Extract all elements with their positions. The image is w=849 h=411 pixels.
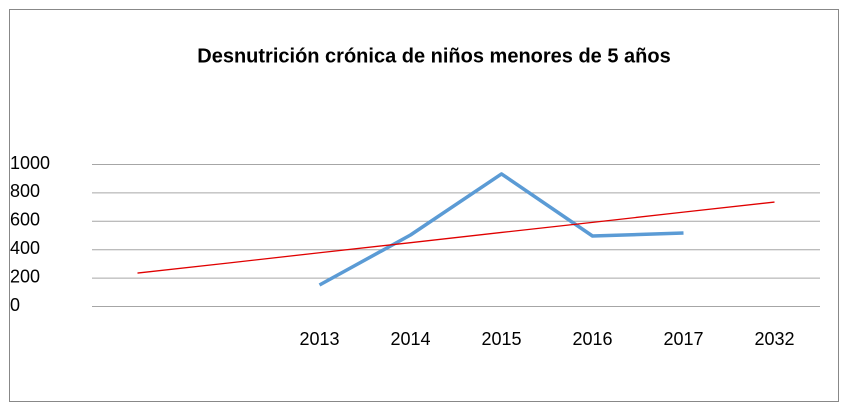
x-tick-label: 2032 [754, 329, 794, 349]
x-tick-label: 2014 [390, 329, 430, 349]
x-tick-label: 2016 [572, 329, 612, 349]
x-tick-label: 2017 [663, 329, 703, 349]
y-tick-label: 800 [10, 181, 40, 201]
chart-border [9, 9, 839, 402]
series-line [318, 172, 684, 287]
series-line [137, 201, 775, 274]
y-tick-label: 0 [10, 295, 20, 315]
y-tick-label: 200 [10, 266, 40, 286]
y-tick-label: 600 [10, 210, 40, 230]
y-tick-label: 400 [10, 238, 40, 258]
chart-title: Desnutrición crónica de niños menores de… [197, 45, 670, 67]
x-tick-label: 2015 [481, 329, 521, 349]
x-tick-label: 2013 [299, 329, 339, 349]
y-tick-label: 1000 [10, 153, 50, 173]
